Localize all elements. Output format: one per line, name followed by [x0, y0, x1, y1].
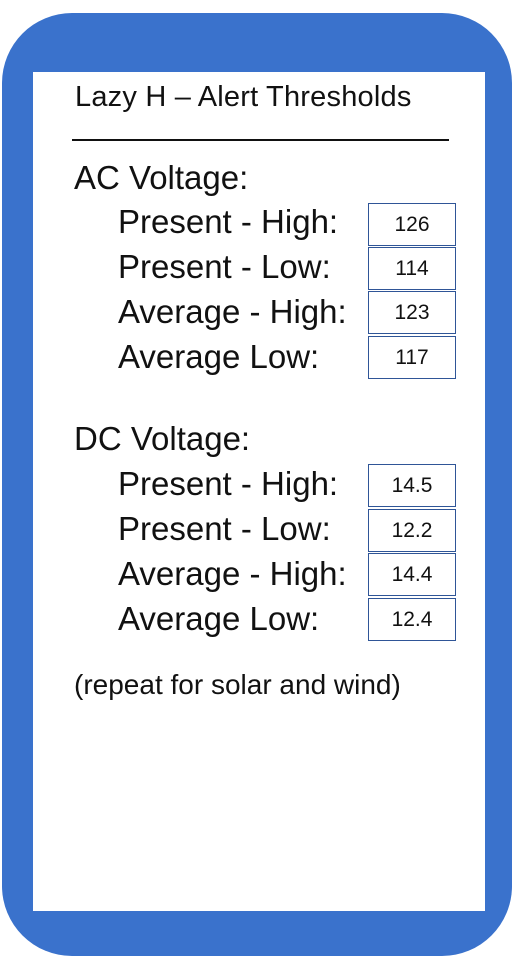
- ac-present-high-label: Present - High:: [118, 203, 339, 240]
- section-title-ac-voltage: AC Voltage:: [74, 159, 249, 196]
- ac-average-low-label: Average Low:: [118, 338, 320, 375]
- page-title: Lazy H – Alert Thresholds: [75, 81, 412, 113]
- section-title-dc-voltage: DC Voltage:: [74, 420, 251, 457]
- ac-present-low-label: Present - Low:: [118, 248, 331, 285]
- ac-present-high-input[interactable]: 126: [368, 203, 456, 246]
- screen: Lazy H – Alert Thresholds AC Voltage: Pr…: [33, 72, 485, 911]
- ac-average-high-input[interactable]: 123: [368, 291, 456, 334]
- phone-frame: Lazy H – Alert Thresholds AC Voltage: Pr…: [2, 13, 512, 956]
- ac-average-low-input[interactable]: 117: [368, 336, 456, 379]
- ac-average-high-label: Average - High:: [118, 293, 347, 330]
- dc-average-high-input[interactable]: 14.4: [368, 553, 456, 596]
- dc-average-low-label: Average Low:: [118, 600, 320, 637]
- dc-present-high-input[interactable]: 14.5: [368, 464, 456, 507]
- dc-present-high-label: Present - High:: [118, 465, 339, 502]
- footer-note: (repeat for solar and wind): [74, 669, 401, 700]
- title-divider: [72, 139, 449, 141]
- dc-average-low-input[interactable]: 12.4: [368, 598, 456, 641]
- ac-present-low-input[interactable]: 114: [368, 247, 456, 290]
- dc-present-low-input[interactable]: 12.2: [368, 509, 456, 552]
- dc-present-low-label: Present - Low:: [118, 510, 331, 547]
- dc-average-high-label: Average - High:: [118, 555, 347, 592]
